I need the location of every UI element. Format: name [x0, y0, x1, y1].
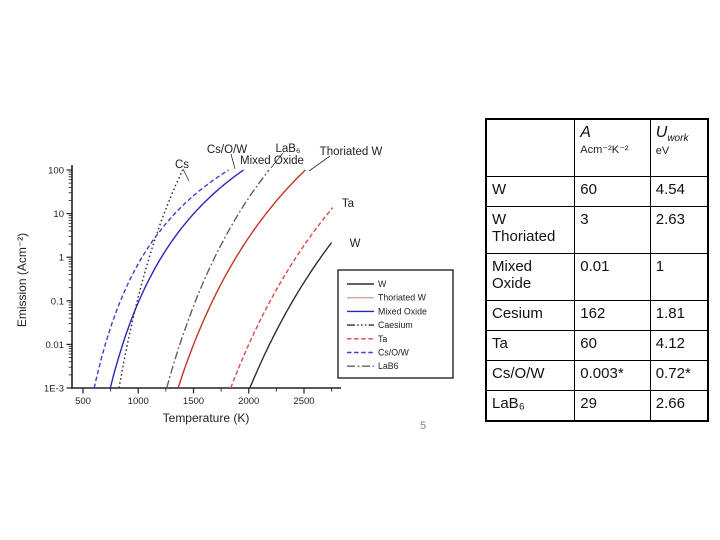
curve-Cs-O-W [93, 169, 229, 389]
y-tick-label: 0.1 [51, 296, 64, 307]
a-symbol: A [580, 124, 591, 141]
uwork-value-cell: 2.63 [649, 206, 709, 254]
curve-annotation: Cs [175, 159, 189, 171]
curve-annotation: Ta [342, 198, 355, 210]
header-a-cell: A Acm⁻²K⁻² [574, 118, 651, 177]
a-units: Acm⁻²K⁻² [580, 144, 629, 156]
curve-Thoriated-W [177, 169, 306, 389]
legend-box [337, 269, 454, 379]
legend-label: Caesium [378, 320, 413, 330]
table-row: Cesium 162 1.81 [485, 300, 709, 331]
curve-annotation: Mixed Oxide [240, 155, 304, 167]
a-value-cell: 3 [574, 206, 651, 254]
x-tick-label: 500 [75, 396, 91, 407]
a-value-cell: 162 [574, 300, 651, 331]
emitter-table-grid: A Acm⁻²K⁻² Uwork eV W 60 4.54 W Thoriated 3 2… [485, 118, 709, 422]
a-value-cell: 60 [574, 176, 651, 207]
annotation-leader-line [230, 153, 236, 170]
annotation-leader-line [308, 155, 331, 172]
curve-annotation: W [350, 238, 361, 250]
emitter-name-cell: Cs/O/W [485, 360, 576, 391]
a-value-cell: 0.01 [574, 253, 651, 301]
curve-annotation: Thoriated W [320, 146, 383, 158]
u-units: eV [655, 145, 670, 158]
page-number: 5 [420, 420, 427, 432]
x-tick-label: 1500 [183, 396, 204, 407]
y-axis-label: Emission (Acm⁻²) [15, 233, 29, 327]
uwork-value-cell: 1.81 [649, 300, 709, 331]
emitter-name-cell: Cesium [485, 300, 576, 331]
y-tick-label: 1E-3 [44, 384, 64, 395]
legend-label: LaB6 [378, 361, 399, 371]
legend-label: W [378, 279, 387, 289]
x-axis-label: Temperature (K) [163, 411, 250, 425]
curve-W [249, 242, 333, 389]
uwork-value-cell: 2.66 [649, 390, 709, 422]
table-row: Mixed Oxide 0.01 1 [485, 253, 709, 301]
legend-label: Cs/O/W [378, 348, 409, 358]
curve-annotation: Cs/O/W [207, 144, 247, 156]
legend-label: Ta [378, 334, 387, 344]
a-value-cell: 60 [574, 330, 651, 361]
a-value-cell: 0.003* [574, 360, 651, 391]
y-tick-label: 100 [48, 166, 64, 177]
emitter-name-cell: W Thoriated [485, 206, 576, 254]
uwork-value-cell: 0.72* [649, 360, 709, 391]
emitter-name-cell: Mixed Oxide [485, 253, 576, 301]
annotation-leader-line [270, 152, 284, 169]
x-tick-label: 1000 [128, 396, 149, 407]
y-tick-label: 1 [59, 253, 64, 264]
legend-label: Mixed Oxide [378, 306, 427, 316]
curve-annotation: LaB₆ [275, 143, 300, 155]
curve-Caesium [118, 169, 184, 389]
emitter-name-cell: Ta [485, 330, 576, 361]
header-empty-cell [485, 118, 576, 177]
uwork-value-cell: 4.12 [649, 330, 709, 361]
u-symbol: U [655, 124, 668, 141]
legend-label: Thoriated W [378, 293, 427, 303]
header-uwork-cell: Uwork eV [649, 118, 709, 177]
table-row: W Thoriated 3 2.63 [485, 206, 709, 254]
table-row: W 60 4.54 [485, 176, 709, 207]
emitter-name-cell: LaB₆ [485, 390, 576, 422]
emitter-name-cell: W [485, 176, 576, 207]
uwork-value-cell: 1 [649, 253, 709, 301]
x-tick-label: 2500 [293, 396, 314, 407]
emission-vs-temperature-chart: 100 10 1 0.1 0.01 1E-3 500 1000 1500 2000 2500 Temp… [15, 143, 454, 425]
curve-Mixed-Oxide [109, 169, 244, 389]
table-row: Cs/O/W 0.003* 0.72* [485, 360, 709, 391]
u-symbol-subscript: work [667, 133, 689, 145]
curve-Ta [230, 207, 334, 389]
y-tick-label: 10 [53, 209, 64, 220]
table-header-row: A Acm⁻²K⁻² Uwork eV [485, 118, 709, 177]
emitter-properties-table: A Acm⁻²K⁻² Uwork eV W 60 4.54 W Thoriated 3 2… [485, 118, 709, 422]
a-value-cell: 29 [574, 390, 651, 422]
annotation-leader-line [182, 168, 190, 182]
curve-LaB6 [166, 169, 270, 389]
y-tick-label: 0.01 [46, 340, 65, 351]
uwork-value-cell: 4.54 [649, 176, 709, 207]
table-row: LaB₆ 29 2.66 [485, 390, 709, 422]
x-tick-label: 2000 [238, 396, 259, 407]
table-row: Ta 60 4.12 [485, 330, 709, 361]
